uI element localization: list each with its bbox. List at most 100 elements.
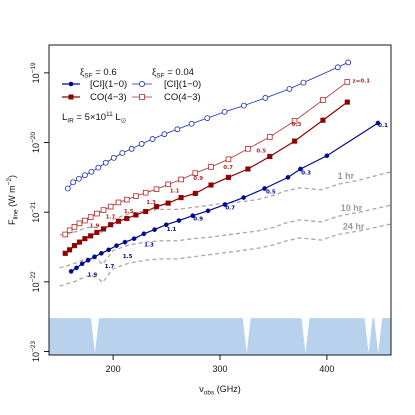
data-point-co_low [178, 176, 184, 183]
data-point-ci_high [163, 222, 169, 228]
data-point-co_high [208, 182, 214, 188]
data-point-ci_high [190, 213, 196, 219]
data-point-co_low [71, 224, 78, 230]
data-point-ci_high [298, 166, 303, 172]
z-label-co_low: 1.5 [124, 209, 134, 215]
x-tick-label: 200 [106, 364, 121, 374]
data-point-co_high [133, 212, 139, 218]
series-lines [62, 59, 381, 274]
data-point-ci_low [128, 145, 135, 152]
data-point-co_low [107, 203, 114, 210]
data-point-ci_low [88, 168, 95, 175]
data-point-co_low [87, 214, 94, 220]
redshift-labels: 1 hr 10 hr 24 hr 0.1 0.3 0.5 0.7 0.9 1.1 1.3 1.5 1.… [87, 79, 388, 279]
legend-marker-co-high [68, 94, 74, 100]
data-point-ci_high [222, 202, 228, 207]
sensitivity-label-2: 24 hr [343, 222, 365, 232]
z-label-ci_high: 0.1 [378, 123, 388, 129]
data-point-ci_high [106, 247, 111, 253]
legend-marker-co-low [139, 94, 145, 100]
data-point-co_low [66, 227, 73, 234]
z-label-co_low: 0.7 [223, 165, 233, 171]
data-point-ci_high [262, 186, 267, 191]
data-point-ci_low [221, 108, 228, 115]
legend-marker-ci-high [68, 81, 74, 87]
z-label-co_low: 1.9 [90, 224, 100, 230]
data-point-co_low [94, 210, 100, 217]
data-point-co_high [320, 117, 326, 123]
data-point-co_high [124, 215, 130, 222]
sensitivity-curve-1 [59, 204, 391, 269]
data-point-ci_high [285, 175, 291, 180]
axes: 200 300 400 10−23 10−22 10−21 10−20 10−19 [30, 62, 334, 374]
data-point-ci_low [188, 120, 195, 127]
data-point-co_low [76, 220, 83, 227]
data-point-ci_high [114, 243, 119, 248]
data-point-co_high [108, 222, 114, 228]
z-label-ci_high: 0.3 [301, 171, 311, 177]
data-point-ci_low [82, 172, 88, 179]
data-point-co_high [165, 200, 171, 206]
data-point-co_low [115, 199, 122, 206]
legend-label-ci-high: [CI](1−0) [90, 79, 127, 90]
data-point-ci_low [64, 185, 71, 192]
data-point-ci_high [68, 269, 74, 274]
legend: ξSF = 0.6 ξSF = 0.04 [CI](1−0) CO(4−3) [… [62, 67, 201, 125]
data-point-ci_low [138, 141, 145, 147]
data-point-ci_low [149, 136, 156, 142]
series-line-co_high [64, 101, 348, 254]
z-label-ci_high: 0.5 [266, 189, 276, 195]
y-tick-label: 10−19 [30, 62, 41, 83]
data-point-ci_low [345, 59, 352, 66]
data-point-co_high [245, 166, 251, 172]
legend-group-title-high: ξSF = 0.6 [80, 67, 117, 80]
data-point-ci_high [241, 195, 246, 200]
data-point-ci_high [205, 208, 211, 214]
series-line-ci_high [70, 122, 379, 272]
data-point-co_low [291, 118, 298, 124]
data-point-co_low [165, 181, 171, 188]
data-point-co_high [143, 208, 149, 215]
atmospheric-transmission [49, 318, 391, 355]
data-point-ci_low [95, 164, 102, 171]
data-point-co_high [94, 229, 100, 235]
data-point-ci_low [204, 115, 211, 122]
data-point-co_low [82, 217, 88, 224]
data-point-ci_high [92, 254, 97, 260]
data-point-ci_high [79, 261, 85, 267]
data-point-co_high [225, 174, 231, 180]
sensitivity-label-1: 10 hr [341, 203, 363, 213]
data-point-ci_low [174, 126, 181, 133]
lir-annotation: LIR = 5×1011 L⊙ [62, 111, 127, 125]
z-label-ci_high: 1.9 [87, 272, 97, 278]
data-point-co_high [62, 250, 68, 256]
data-point-co_high [292, 138, 298, 144]
z-label-ci_high: 1.3 [144, 242, 154, 248]
data-point-co_low [133, 193, 139, 199]
data-point-co_high [153, 204, 160, 210]
y-axis-title: Fline (W m−2) [6, 175, 20, 225]
data-point-ci_high [324, 153, 330, 159]
data-point-co_low [344, 79, 351, 85]
data-point-ci_low [300, 79, 307, 86]
data-point-ci_high [85, 257, 91, 263]
z-label-ci_high: 0.9 [193, 217, 203, 223]
data-point-co_high [88, 233, 94, 239]
legend-label-co-high: CO(4−3) [90, 92, 127, 103]
data-point-co_low [225, 156, 232, 163]
data-point-co_high [100, 226, 107, 232]
z-label-ci_high: 1.7 [105, 264, 115, 270]
z-label-co_low: z=0.1 [353, 79, 371, 85]
data-point-co_low [267, 134, 273, 140]
data-point-ci_high [152, 227, 157, 232]
y-tick-label: 10−20 [30, 132, 41, 153]
data-point-ci_high [176, 218, 182, 223]
data-point-co_high [192, 190, 198, 196]
data-point-ci_low [240, 102, 247, 109]
data-point-ci_high [131, 236, 137, 242]
x-axis-title: νobs (GHz) [199, 384, 240, 397]
data-point-co_low [142, 189, 149, 196]
data-point-ci_low [70, 179, 77, 186]
data-point-ci_high [122, 239, 128, 245]
x-tick-label: 400 [319, 364, 334, 374]
